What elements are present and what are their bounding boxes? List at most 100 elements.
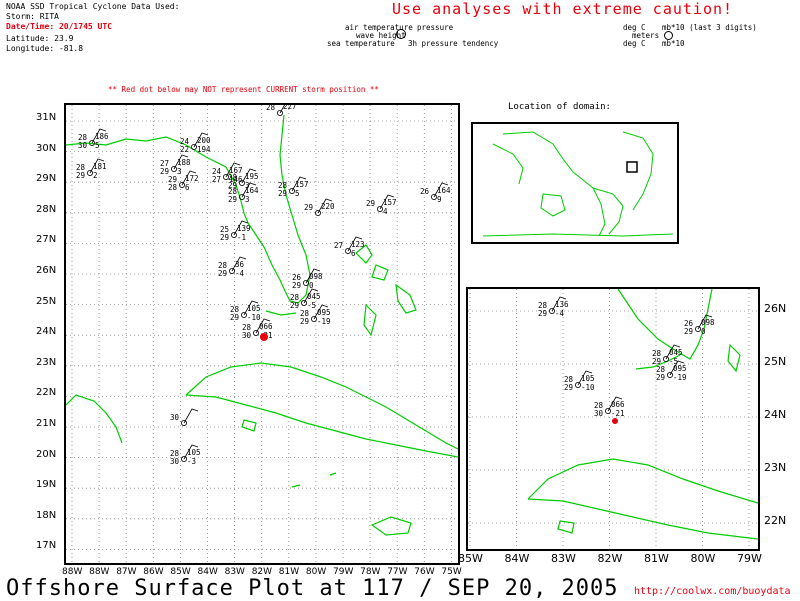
station-tendency: -1: [237, 233, 246, 242]
station-pressure: 172: [185, 174, 199, 183]
main-lat-label: 17N: [36, 540, 57, 552]
station-plot: 29 172 28 6: [168, 170, 199, 192]
world-asia: [492, 143, 524, 185]
station-air-temp: 26: [420, 187, 430, 196]
station-pressure: 139: [237, 224, 251, 233]
main-lat-label: 30N: [36, 142, 57, 154]
zoom-cuba: [527, 458, 758, 540]
station-tendency: 3: [177, 167, 182, 176]
main-map: 28 186 30 5 28 181 29 2 24 200 22 194 27 188 29 3 29 172 2…: [64, 103, 460, 565]
station-plot: 28 045 29 -5: [652, 344, 683, 366]
wind-barb-icon: [607, 396, 623, 412]
wind-barb-icon: [225, 162, 241, 178]
wind-barb-icon: [577, 370, 593, 386]
station-tendency: 5: [95, 141, 100, 150]
station-pressure: 095: [673, 364, 687, 373]
caution-banner: Use analyses with extreme caution!: [392, 0, 734, 18]
zoom-lon-label: 81W: [644, 552, 669, 565]
zoom-map: 28 136 29 -4 26 098 29 0 28 105 29 -10 28 045 29 -5 28 06…: [466, 287, 760, 551]
station-air-temp: 27: [160, 159, 169, 168]
wind-barb-icon: [347, 236, 363, 252]
station-air-temp: 24: [212, 167, 222, 176]
main-lon-label: 81W: [278, 567, 300, 577]
legend-deg-c-2: deg C: [623, 39, 646, 48]
zoom-keys: [635, 354, 681, 370]
station-air-temp: 24: [180, 137, 190, 146]
main-lat-label: 21N: [36, 418, 57, 429]
wind-barb-icon: [233, 220, 249, 236]
station-tendency: 6: [351, 249, 356, 258]
station-pressure: 186: [95, 132, 109, 141]
station-pressure: 095: [317, 308, 331, 317]
station-circle-icon: [300, 299, 307, 306]
domain-box-icon: [626, 161, 638, 173]
header-storm: Storm: RITA: [6, 12, 59, 21]
station-sea-temp: 29: [160, 167, 169, 176]
station-sea-temp: 29: [228, 195, 237, 204]
station-circle-icon: [86, 170, 93, 177]
station-plot: 28 157 29 5: [278, 176, 309, 198]
station-plot: 28 164 29 3: [228, 182, 259, 204]
footer-url[interactable]: http://coolwx.com/buoydata: [634, 586, 791, 597]
station-sea-temp: 29: [230, 313, 239, 322]
storm-position-dot-icon: [260, 333, 268, 341]
station-sea-temp: 29: [220, 233, 229, 242]
station-circle-icon: [310, 315, 317, 322]
station-air-temp: 28: [266, 105, 276, 112]
station-plot: 28 136 29 -4: [538, 296, 569, 318]
station-circle-icon: [549, 307, 556, 314]
station-plot: 28 105 30 -3: [170, 444, 201, 466]
header-latitude: Latitude: 23.9: [6, 34, 74, 43]
station-air-temp: 29: [168, 175, 177, 184]
station-air-temp: 28: [538, 301, 548, 310]
main-lon-label: 78W: [360, 567, 381, 577]
main-lon-label: 80W: [305, 567, 327, 577]
station-circle-icon: [662, 356, 669, 363]
station-plot: 28 36 29 -4: [218, 256, 247, 278]
main-lon-label: 88W: [62, 567, 83, 577]
main-lon-label: 76W: [414, 567, 435, 577]
station-circle-icon: [288, 188, 295, 195]
station-pressure: 045: [307, 292, 321, 301]
station-sea-temp: 29: [218, 269, 227, 278]
world-americas: [502, 131, 606, 237]
zoom-isle-of-youth: [557, 520, 575, 534]
zoom-lon-label: 82W: [597, 552, 623, 565]
station-air-temp: 29: [366, 199, 375, 208]
bahamas-3: [395, 283, 417, 314]
station-sea-temp: 29: [228, 181, 237, 190]
main-lon-label: 77W: [387, 567, 408, 577]
station-pressure: 220: [321, 202, 335, 211]
station-plot: 30: [170, 408, 199, 426]
wind-barb-icon: [91, 128, 107, 144]
station-circle-icon: [666, 372, 673, 379]
header-source: NOAA SSD Tropical Cyclone Data Used:: [6, 2, 180, 11]
zoom-lat-label: 22N: [764, 514, 787, 527]
station-pressure: 105: [187, 448, 201, 457]
legend-air-temperature: air temperature: [345, 23, 413, 32]
zoom-florida: [617, 289, 713, 360]
station-circle-icon: [240, 311, 247, 318]
station-plot: 28 045 29 -5: [290, 288, 321, 310]
station-tendency: -10: [247, 313, 261, 322]
legend-mb-2: mb*10: [662, 39, 685, 48]
station-tendency: 2: [93, 171, 98, 180]
wind-barb-icon: [243, 300, 259, 316]
main-lat-label: 31N: [36, 112, 57, 123]
main-lon-label: 85W: [170, 567, 191, 577]
station-air-temp: 28: [76, 163, 86, 172]
zoom-lat-label: 24N: [764, 408, 787, 421]
main-lon-label: 82W: [251, 567, 273, 577]
station-sea-temp: 29: [538, 309, 547, 318]
cuba: [185, 362, 458, 458]
zoom-coastline: [527, 289, 758, 540]
station-air-temp: 28: [300, 309, 310, 318]
station-tendency: -10: [581, 383, 595, 392]
station-plot: 28 227: [266, 105, 297, 116]
station-air-temp: 28: [278, 181, 288, 190]
wind-barb-icon: [433, 182, 449, 198]
main-lat-label: 19N: [36, 479, 57, 491]
